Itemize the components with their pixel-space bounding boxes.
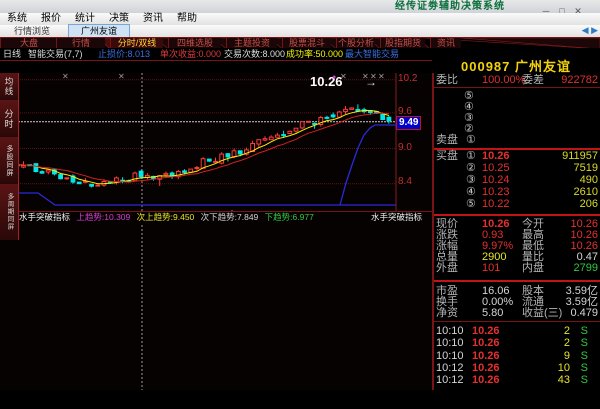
- svg-text:✕: ✕: [62, 73, 69, 81]
- svg-text:✕: ✕: [378, 73, 385, 81]
- svg-text:✕: ✕: [118, 73, 125, 81]
- svg-text:✕: ✕: [362, 73, 369, 81]
- svg-text:✕: ✕: [370, 73, 377, 81]
- svg-text:●: ●: [332, 74, 336, 81]
- svg-text:✕: ✕: [340, 73, 347, 81]
- svg-text:10.26: 10.26: [310, 74, 343, 89]
